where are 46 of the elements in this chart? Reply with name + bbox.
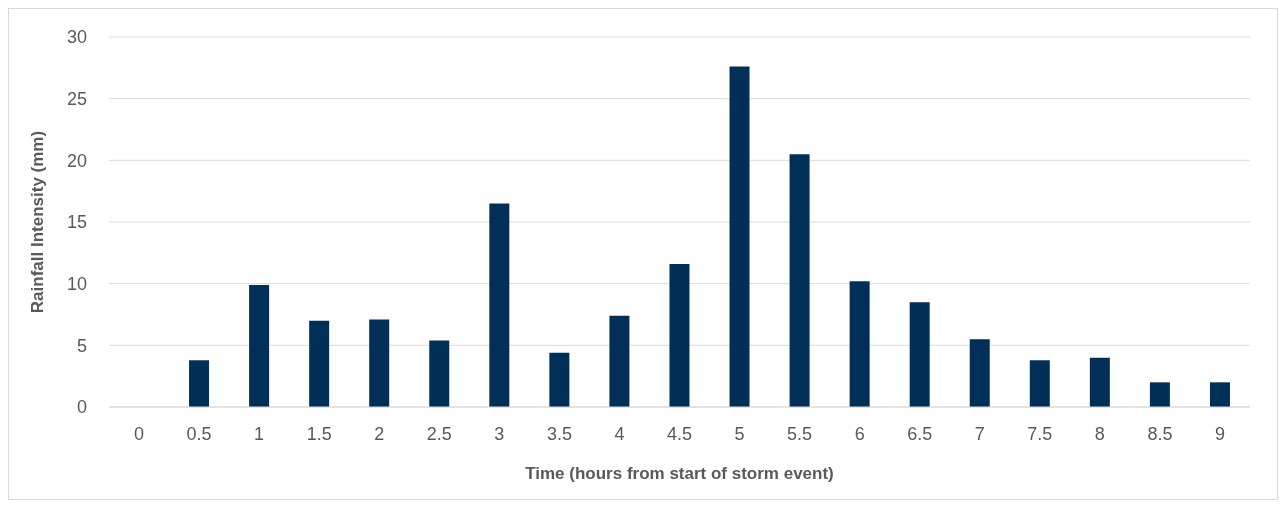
x-tick-label: 1 xyxy=(254,423,265,444)
x-tick-label: 6.5 xyxy=(907,423,933,444)
x-tick-label: 4.5 xyxy=(666,423,693,444)
bar xyxy=(909,302,930,407)
x-tick-label: 0.5 xyxy=(186,423,212,444)
y-tick-label: 5 xyxy=(76,335,87,356)
bar xyxy=(609,315,630,407)
bar xyxy=(849,281,870,407)
x-axis-title: Time (hours from start of storm event) xyxy=(525,464,834,483)
bar xyxy=(969,339,990,407)
bar xyxy=(189,360,210,407)
bar xyxy=(1089,357,1110,407)
x-tick-label: 8 xyxy=(1094,423,1105,444)
bar xyxy=(1029,360,1050,407)
bar xyxy=(789,154,810,407)
bar xyxy=(369,319,390,407)
bar xyxy=(549,352,570,407)
y-tick-label: 30 xyxy=(66,27,87,48)
x-tick-label: 1.5 xyxy=(306,423,332,444)
bar xyxy=(309,320,330,407)
x-tick-label: 9 xyxy=(1214,423,1225,444)
y-axis-title: Rainfall Intensity (mm) xyxy=(28,130,48,314)
bar xyxy=(729,66,750,407)
bar xyxy=(1149,382,1170,407)
y-tick-label: 25 xyxy=(66,89,87,110)
y-tick-label: 20 xyxy=(66,150,87,171)
x-tick-label: 5 xyxy=(734,423,745,444)
bar xyxy=(1209,382,1230,407)
bar xyxy=(429,340,450,407)
x-tick-label: 3.5 xyxy=(546,423,572,444)
x-tick-label: 8.5 xyxy=(1147,423,1173,444)
bar xyxy=(249,284,270,407)
x-tick-label: 6 xyxy=(854,423,865,444)
x-tick-label: 2 xyxy=(374,423,385,444)
y-tick-label: 0 xyxy=(76,397,87,418)
x-tick-label: 2.5 xyxy=(426,423,452,444)
x-tick-label: 7.5 xyxy=(1027,423,1053,444)
x-tick-label: 5.5 xyxy=(787,423,813,444)
bar xyxy=(489,203,510,407)
y-tick-label: 15 xyxy=(66,212,87,233)
y-tick-label: 10 xyxy=(66,274,87,295)
bar xyxy=(669,263,690,407)
x-tick-label: 4 xyxy=(614,423,625,444)
x-tick-label: 7 xyxy=(974,423,985,444)
x-tick-label: 0 xyxy=(134,423,145,444)
x-tick-label: 3 xyxy=(494,423,505,444)
